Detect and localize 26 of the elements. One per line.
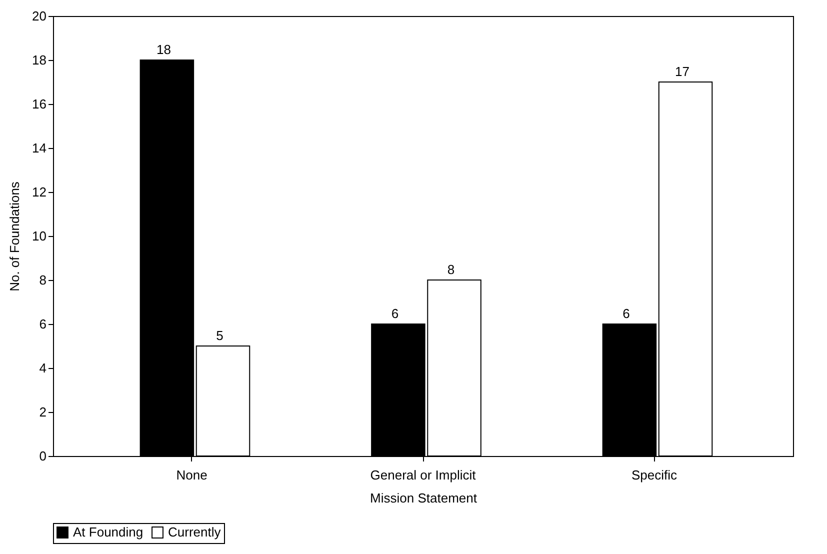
data-label: 6 bbox=[622, 306, 630, 321]
y-tick-label: 18 bbox=[32, 52, 46, 68]
legend-label: Currently bbox=[168, 524, 222, 540]
y-tick-label: 6 bbox=[39, 316, 46, 332]
y-tick-label: 16 bbox=[32, 96, 46, 112]
x-axis-title: Mission Statement bbox=[370, 490, 478, 506]
bar bbox=[658, 82, 713, 456]
y-tick-label: 10 bbox=[32, 228, 46, 244]
x-tick-label: Specific bbox=[631, 468, 678, 482]
y-tick-label: 0 bbox=[39, 448, 46, 464]
data-label: 5 bbox=[216, 328, 224, 343]
y-tick-label: 12 bbox=[32, 184, 46, 200]
y-tick-label: 8 bbox=[39, 272, 46, 288]
data-label: 8 bbox=[447, 262, 455, 277]
x-tick-label: None bbox=[176, 468, 208, 482]
y-tick-label: 4 bbox=[39, 360, 46, 376]
legend-label: At Founding bbox=[73, 524, 144, 540]
x-tick-label: General or Implicit bbox=[370, 468, 476, 482]
y-tick-label: 14 bbox=[32, 140, 46, 156]
y-tick-label: 20 bbox=[32, 8, 46, 24]
bar bbox=[196, 346, 250, 456]
data-label: 17 bbox=[675, 64, 690, 79]
data-label: 18 bbox=[156, 42, 171, 57]
y-tick-label: 2 bbox=[39, 404, 46, 420]
y-axis-title: No. of Foundations bbox=[7, 181, 22, 292]
data-label: 6 bbox=[391, 306, 399, 321]
